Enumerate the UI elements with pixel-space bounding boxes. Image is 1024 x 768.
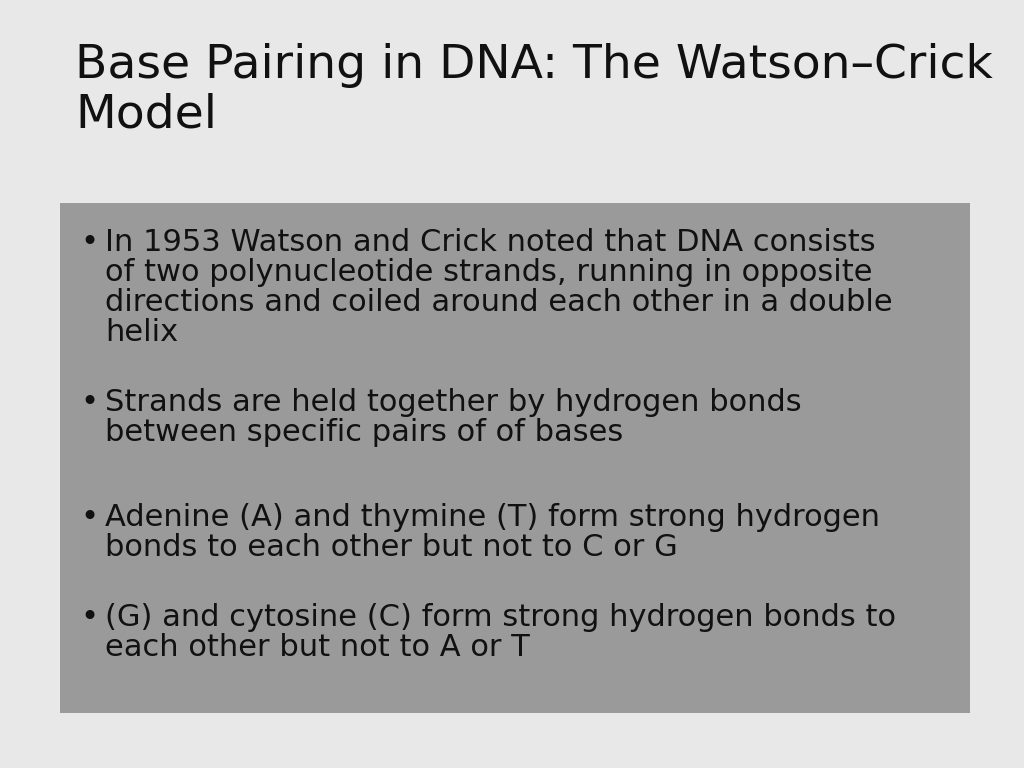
Text: •: • [80,388,98,417]
Text: •: • [80,603,98,632]
Bar [60,203,970,713]
Text: bonds to each other but not to C or G: bonds to each other but not to C or G [105,533,678,562]
Text: Base Pairing in DNA: The Watson–Crick: Base Pairing in DNA: The Watson–Crick [75,43,992,88]
Text: Adenine (A) and thymine (T) form strong hydrogen: Adenine (A) and thymine (T) form strong … [105,503,880,532]
Text: each other but not to A or T: each other but not to A or T [105,633,529,662]
Text: In 1953 Watson and Crick noted that DNA consists: In 1953 Watson and Crick noted that DNA … [105,228,876,257]
Text: of two polynucleotide strands, running in opposite: of two polynucleotide strands, running i… [105,258,872,287]
Text: between specific pairs of of bases: between specific pairs of of bases [105,418,624,447]
Text: •: • [80,503,98,532]
Text: helix: helix [105,318,178,347]
Text: Model: Model [75,93,217,138]
Text: •: • [80,228,98,257]
Text: directions and coiled around each other in a double: directions and coiled around each other … [105,288,893,317]
Text: (G) and cytosine (C) form strong hydrogen bonds to: (G) and cytosine (C) form strong hydroge… [105,603,896,632]
Text: Strands are held together by hydrogen bonds: Strands are held together by hydrogen bo… [105,388,802,417]
